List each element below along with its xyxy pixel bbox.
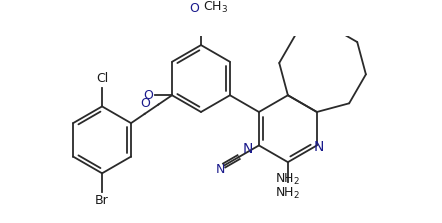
Text: N: N xyxy=(216,163,225,176)
Text: CH$_3$: CH$_3$ xyxy=(203,0,228,15)
Text: Br: Br xyxy=(95,194,109,207)
Text: O: O xyxy=(140,97,150,110)
Text: NH$_2$: NH$_2$ xyxy=(275,186,301,201)
Text: O: O xyxy=(189,2,199,15)
Text: O: O xyxy=(144,89,153,102)
Text: N: N xyxy=(243,142,253,156)
Text: N: N xyxy=(313,140,324,154)
Text: NH$_2$: NH$_2$ xyxy=(275,171,301,187)
Text: Cl: Cl xyxy=(96,72,108,85)
